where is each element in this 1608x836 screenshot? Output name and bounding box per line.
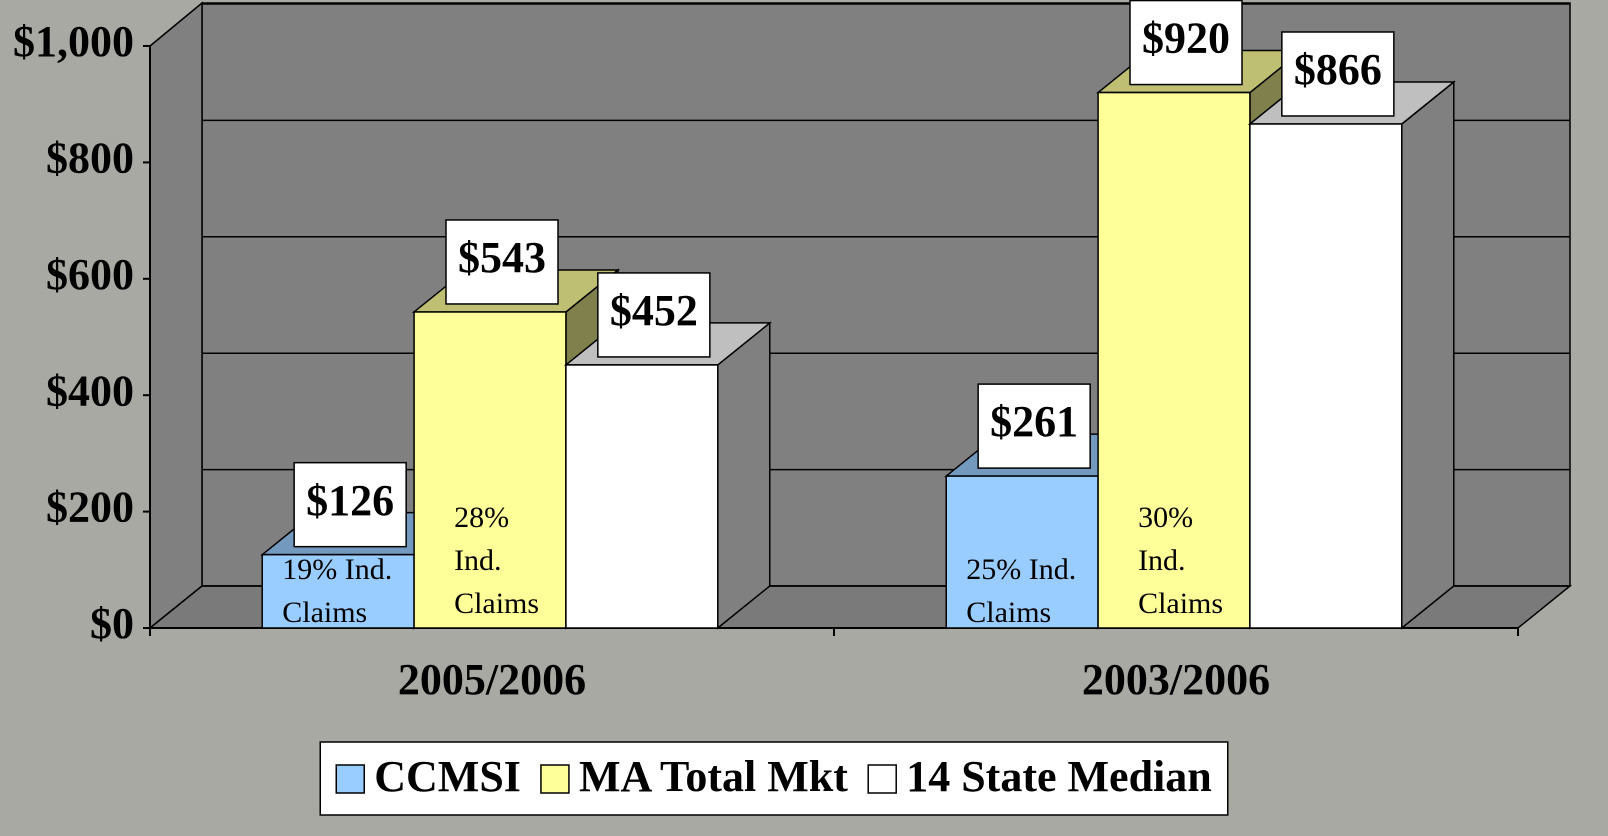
annotation: Claims: [454, 587, 539, 620]
bar-side: [1401, 80, 1455, 630]
value-label-box: [597, 272, 711, 358]
value-label-box: [293, 461, 407, 548]
value-label-box: [1129, 0, 1243, 86]
legend-label: 14 State Median: [906, 752, 1212, 801]
bar: [563, 321, 772, 630]
value-label-box: [977, 383, 1091, 469]
y-tick-label: $800: [46, 133, 134, 182]
annotation: 28%: [454, 501, 509, 534]
value-label-box: [1281, 31, 1395, 117]
y-tick-label: $600: [46, 250, 134, 299]
y-tick-label: $0: [90, 599, 134, 648]
bar-front: [945, 475, 1099, 629]
legend-label: MA Total Mkt: [579, 752, 848, 801]
annotation: Ind.: [454, 544, 502, 577]
annotation: 19% Ind.: [282, 553, 392, 586]
legend-label: CCMSI: [374, 752, 521, 801]
bar-front: [1249, 123, 1403, 629]
value-label: $261: [990, 397, 1078, 446]
value-label-box: [445, 219, 559, 305]
legend-swatch: [335, 764, 366, 794]
annotation: Ind.: [1138, 544, 1186, 577]
bar-side: [717, 321, 771, 630]
bar: [1247, 80, 1456, 630]
legend-box: [319, 741, 1229, 816]
annotation: 30%: [1138, 501, 1193, 534]
side-wall: [149, 1, 203, 630]
legend-swatch: [867, 764, 897, 794]
value-label: $452: [610, 286, 698, 335]
value-label: $543: [458, 233, 546, 282]
annotation: Claims: [1138, 587, 1223, 620]
annotation: Claims: [282, 596, 367, 629]
value-label: $920: [1142, 14, 1230, 63]
bar-front: [413, 311, 567, 629]
legend-swatch: [540, 764, 570, 794]
bar-front: [565, 364, 719, 629]
y-tick-label: $1,000: [13, 17, 134, 66]
y-tick-label: $400: [46, 366, 134, 415]
value-label: $126: [306, 476, 394, 525]
y-tick-label: $200: [46, 483, 134, 532]
annotation: Claims: [966, 596, 1051, 629]
annotation: 25% Ind.: [966, 553, 1076, 586]
bar-front: [1097, 91, 1251, 629]
legend: CCMSI MA Total Mkt 14 State Median: [319, 741, 1229, 816]
x-tick-label: 2005/2006: [398, 655, 586, 704]
x-tick-label: 2003/2006: [1082, 655, 1270, 704]
value-label: $866: [1294, 45, 1382, 94]
